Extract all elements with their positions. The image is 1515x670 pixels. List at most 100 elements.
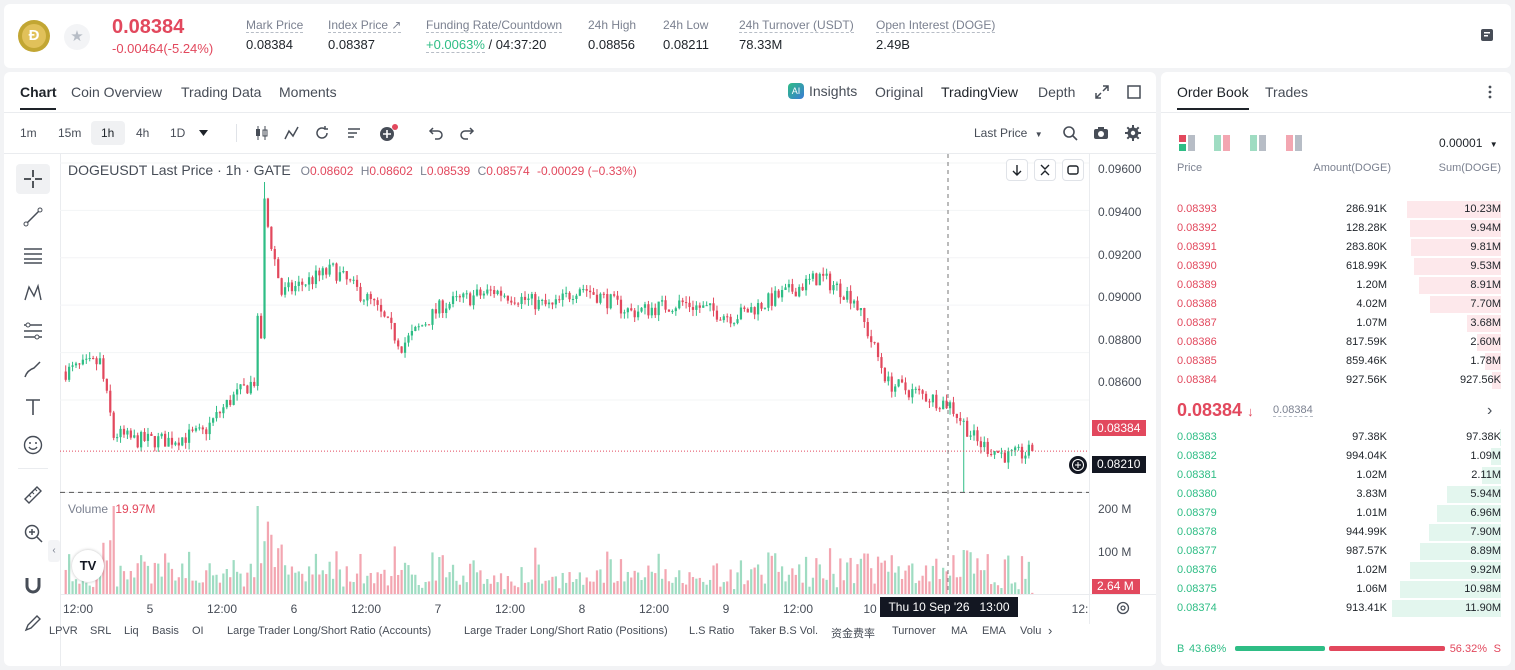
- crosshair-tool-icon[interactable]: [16, 164, 50, 194]
- brush-tool-icon[interactable]: [16, 354, 50, 384]
- pattern-tool-icon[interactable]: [16, 278, 50, 308]
- compare-icon[interactable]: [1062, 159, 1084, 181]
- cursor-time-tag: Thu 10 Sep '26 13:00: [880, 597, 1018, 617]
- zoom-tool-icon[interactable]: [16, 518, 50, 548]
- gear-icon[interactable]: [1125, 125, 1141, 141]
- redo-icon[interactable]: [459, 126, 475, 140]
- volume-bar: [678, 570, 681, 594]
- volume-bar: [873, 583, 876, 594]
- ask-row[interactable]: 0.08385 859.46K 1.78M: [1161, 352, 1511, 371]
- volume-bar: [105, 560, 108, 594]
- view-bids-icon[interactable]: [1250, 135, 1266, 151]
- fib-tool-icon[interactable]: [16, 316, 50, 346]
- view-tradingview[interactable]: TradingView: [941, 84, 1019, 100]
- interval-4h[interactable]: 4h: [136, 126, 150, 140]
- interval-dropdown-icon[interactable]: [199, 130, 208, 136]
- indicator-taker-vol[interactable]: Taker B.S Vol.: [749, 625, 819, 637]
- volume-bar: [328, 561, 331, 594]
- add-indicator-icon[interactable]: [379, 124, 399, 142]
- bid-row[interactable]: 0.08375 1.06M 10.98M: [1161, 580, 1511, 599]
- candle-type-icon[interactable]: [254, 125, 270, 141]
- view-bids-asks-icon[interactable]: [1214, 135, 1230, 151]
- ask-row[interactable]: 0.08389 1.20M 8.91M: [1161, 276, 1511, 295]
- text-tool-icon[interactable]: [16, 392, 50, 422]
- bid-row[interactable]: 0.08374 913.41K 11.90M: [1161, 599, 1511, 618]
- ask-row[interactable]: 0.08384 927.56K 927.56K: [1161, 371, 1511, 390]
- collapse-legend-icon[interactable]: [1034, 159, 1056, 181]
- ask-row[interactable]: 0.08387 1.07M 3.68M: [1161, 314, 1511, 333]
- templates-icon[interactable]: [346, 125, 362, 141]
- indicator-liq[interactable]: Liq: [124, 625, 139, 637]
- tab-coin-overview[interactable]: Coin Overview: [71, 84, 163, 100]
- chevron-right-icon[interactable]: ›: [1487, 402, 1493, 419]
- view-original[interactable]: Original: [875, 84, 924, 100]
- more-options-icon[interactable]: [1487, 84, 1493, 100]
- stat-index-price[interactable]: Index Price ↗ 0.08387: [328, 18, 402, 52]
- ask-row[interactable]: 0.08392 128.28K 9.94M: [1161, 219, 1511, 238]
- tab-chart[interactable]: Chart: [20, 84, 57, 100]
- candle-body: [660, 300, 664, 302]
- view-both-icon[interactable]: [1179, 135, 1195, 151]
- ask-row[interactable]: 0.08391 283.80K 9.81M: [1161, 238, 1511, 257]
- insights-button[interactable]: AI Insights: [788, 83, 857, 99]
- indicator-ema[interactable]: EMA: [982, 625, 1006, 637]
- interval-15m[interactable]: 15m: [58, 126, 82, 140]
- view-depth[interactable]: Depth: [1038, 84, 1076, 100]
- interval-1m[interactable]: 1m: [20, 126, 37, 140]
- undo-icon[interactable]: [428, 126, 444, 140]
- indicator-turnover[interactable]: Turnover: [892, 625, 936, 637]
- axis-settings-icon[interactable]: [1116, 601, 1130, 615]
- ask-row[interactable]: 0.08388 4.02M 7.70M: [1161, 295, 1511, 314]
- indicator-ls-positions[interactable]: Large Trader Long/Short Ratio (Positions…: [464, 625, 668, 637]
- camera-icon[interactable]: [1093, 125, 1109, 141]
- tab-trades[interactable]: Trades: [1265, 84, 1309, 100]
- precision-select[interactable]: 0.00001 ▼: [1439, 136, 1498, 150]
- indicator-ls-ratio[interactable]: L.S Ratio: [689, 625, 735, 637]
- tab-trading-data[interactable]: Trading Data: [181, 84, 262, 100]
- indicator-ls-accounts[interactable]: Large Trader Long/Short Ratio (Accounts): [227, 625, 432, 637]
- indicator-scroll-right-icon[interactable]: ›: [1048, 623, 1053, 638]
- bid-row[interactable]: 0.08383 97.38K 97.38K: [1161, 428, 1511, 447]
- collapse-toolbar-icon[interactable]: ‹: [48, 540, 60, 562]
- bid-row[interactable]: 0.08382 994.04K 1.09M: [1161, 447, 1511, 466]
- bid-row[interactable]: 0.08379 1.01M 6.96M: [1161, 504, 1511, 523]
- interval-1h[interactable]: 1h: [91, 121, 125, 145]
- search-icon[interactable]: [1062, 125, 1078, 141]
- add-alert-icon[interactable]: [1069, 456, 1087, 474]
- ask-row[interactable]: 0.08386 817.59K 2.60M: [1161, 333, 1511, 352]
- bid-row[interactable]: 0.08378 944.99K 7.90M: [1161, 523, 1511, 542]
- view-asks-icon[interactable]: [1286, 135, 1302, 151]
- indicator-lpvr[interactable]: LPVR: [49, 625, 78, 637]
- indicators-icon[interactable]: [284, 125, 300, 141]
- bid-row[interactable]: 0.08381 1.02M 2.11M: [1161, 466, 1511, 485]
- bid-row[interactable]: 0.08380 3.83M 5.94M: [1161, 485, 1511, 504]
- interval-1d[interactable]: 1D: [170, 126, 186, 140]
- indicator-basis[interactable]: Basis: [152, 625, 179, 637]
- ask-row[interactable]: 0.08393 286.91K 10.23M: [1161, 200, 1511, 219]
- refresh-icon[interactable]: [314, 125, 330, 141]
- indicator-srl[interactable]: SRL: [90, 625, 112, 637]
- emoji-tool-icon[interactable]: [16, 430, 50, 460]
- magnet-tool-icon[interactable]: [16, 570, 50, 600]
- bid-row[interactable]: 0.08376 1.02M 9.92M: [1161, 561, 1511, 580]
- pencil-lock-tool-icon[interactable]: [16, 608, 50, 638]
- favorite-star-icon[interactable]: ★: [64, 24, 90, 50]
- tab-order-book[interactable]: Order Book: [1177, 84, 1249, 100]
- indicator-ma[interactable]: MA: [951, 625, 968, 637]
- expand-icon[interactable]: [1094, 84, 1110, 100]
- tab-moments[interactable]: Moments: [279, 84, 337, 100]
- ask-row[interactable]: 0.08390 618.99K 9.53M: [1161, 257, 1511, 276]
- window-icon[interactable]: [1126, 84, 1142, 100]
- ruler-tool-icon[interactable]: [16, 480, 50, 510]
- indicator-funding-rate[interactable]: 资金费率: [831, 628, 875, 640]
- price-type-select[interactable]: Last Price ▼: [974, 126, 1043, 140]
- indicator-volume[interactable]: Volu: [1020, 625, 1042, 637]
- indicator-oi[interactable]: OI: [192, 625, 204, 637]
- horizontal-lines-tool-icon[interactable]: [16, 240, 50, 270]
- notebook-icon[interactable]: [1478, 26, 1496, 44]
- candle-body: [318, 270, 321, 276]
- trend-line-tool-icon[interactable]: [16, 202, 50, 232]
- scroll-down-icon[interactable]: [1006, 159, 1028, 181]
- candle-body: [198, 427, 201, 429]
- bid-row[interactable]: 0.08377 987.57K 8.89M: [1161, 542, 1511, 561]
